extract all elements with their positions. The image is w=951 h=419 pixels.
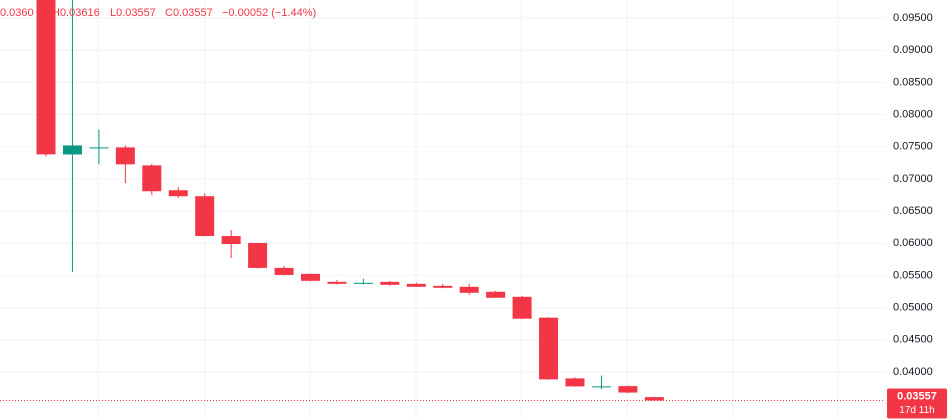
y-tick-label: 0.07500 — [893, 141, 933, 153]
ohlc-header: −0.00052 (−1.44%) — [222, 7, 316, 19]
candle-body — [195, 196, 215, 237]
ohlc-header: H0.03616 — [52, 7, 100, 19]
ohlc-header: 0.0360 — [0, 7, 34, 19]
candle-body — [274, 267, 294, 275]
candle-body — [618, 386, 638, 393]
candle-body — [115, 147, 135, 165]
candle-body — [36, 0, 56, 155]
candle-body — [168, 190, 188, 197]
ohlc-header: L0.03557 — [110, 7, 156, 19]
y-tick-label: 0.09500 — [893, 12, 933, 24]
candle-body — [89, 147, 109, 149]
candle-body — [380, 281, 400, 285]
candle-body — [565, 378, 585, 387]
y-tick-label: 0.04500 — [893, 334, 933, 346]
ohlc-header: C0.03557 — [165, 7, 213, 19]
y-tick-label: 0.08500 — [893, 76, 933, 88]
candle-body — [406, 283, 426, 287]
candle-body — [248, 242, 268, 268]
candle-body — [327, 281, 347, 284]
price-label: 0.03557 — [897, 390, 937, 402]
candle-body — [644, 397, 664, 401]
candle-body — [591, 386, 611, 388]
y-tick-label: 0.08000 — [893, 108, 933, 120]
y-tick-label: 0.07000 — [893, 173, 933, 185]
y-tick-label: 0.05000 — [893, 302, 933, 314]
y-tick-label: 0.06000 — [893, 237, 933, 249]
candle-body — [539, 317, 559, 380]
y-tick-label: 0.06500 — [893, 205, 933, 217]
vertical-grid — [97, 0, 839, 419]
y-tick-label: 0.04000 — [893, 366, 933, 378]
y-tick-label: 0.05500 — [893, 269, 933, 281]
candle-body — [512, 296, 532, 319]
candle-body — [486, 291, 506, 298]
candle-body — [62, 145, 82, 155]
candle-body — [221, 236, 241, 245]
candle-body — [353, 282, 373, 284]
countdown: 17d 11h — [899, 405, 934, 416]
candle-body — [301, 273, 320, 281]
candle-body — [459, 286, 479, 293]
candle-body — [142, 165, 162, 192]
price-label-box — [887, 388, 947, 419]
y-tick-label: 0.09000 — [893, 44, 933, 56]
candle-body — [433, 285, 453, 288]
